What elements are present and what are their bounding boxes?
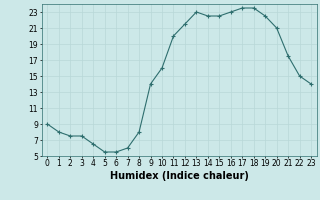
X-axis label: Humidex (Indice chaleur): Humidex (Indice chaleur) bbox=[110, 171, 249, 181]
